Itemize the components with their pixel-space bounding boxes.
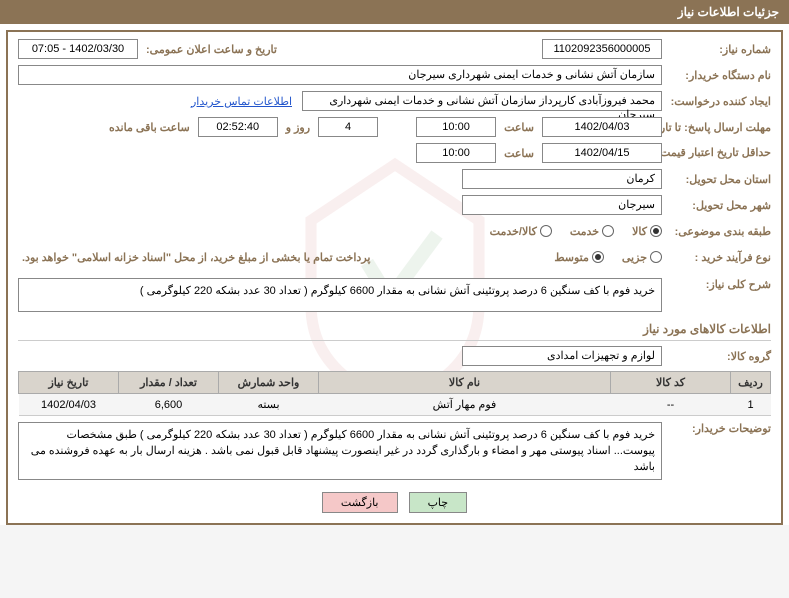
row-price-validity: حداقل تاریخ اعتبار قیمت: تا تاریخ: 1402/… <box>18 142 771 164</box>
td-row-no: 1 <box>731 394 771 416</box>
radio-service[interactable]: خدمت <box>570 225 614 238</box>
label-reply-time: ساعت <box>500 121 538 134</box>
label-goods-group: گروه کالا: <box>666 350 771 363</box>
label-requester: ایجاد کننده درخواست: <box>666 95 771 108</box>
payment-note: پرداخت تمام یا بخشی از مبلغ خرید، از محل… <box>18 251 370 264</box>
radio-goods-service[interactable]: کالا/خدمت <box>490 225 552 238</box>
radio-icon <box>650 225 662 237</box>
section-goods-info: اطلاعات کالاهای مورد نیاز <box>18 318 771 341</box>
label-price-validity: حداقل تاریخ اعتبار قیمت: تا تاریخ: <box>666 147 771 159</box>
th-row-no: ردیف <box>731 372 771 394</box>
label-buyer-org: نام دستگاه خریدار: <box>666 69 771 82</box>
link-buyer-contact[interactable]: اطلاعات تماس خریدار <box>191 95 292 108</box>
field-price-time: 10:00 <box>416 143 496 163</box>
table-row: 1 -- فوم مهار آتش بسته 6,600 1402/04/03 <box>19 394 771 416</box>
table-header-row: ردیف کد کالا نام کالا واحد شمارش تعداد /… <box>19 372 771 394</box>
label-reply-deadline: مهلت ارسال پاسخ: تا تاریخ: <box>666 121 771 134</box>
field-buyer-org: سازمان آتش نشانی و خدمات ایمنی شهرداری س… <box>18 65 662 85</box>
row-need-number: شماره نیاز: 1102092356000005 تاریخ و ساع… <box>18 38 771 60</box>
td-goods-code: -- <box>611 394 731 416</box>
radio-group-category: کالا خدمت کالا/خدمت <box>490 225 662 238</box>
row-need-desc: شرح کلی نیاز: خرید فوم با کف سنگین 6 درص… <box>18 278 771 312</box>
label-need-desc: شرح کلی نیاز: <box>666 278 771 291</box>
label-days-and: روز و <box>282 121 314 134</box>
row-category: طبقه بندی موضوعی: کالا خدمت کالا/خدمت <box>18 220 771 242</box>
label-process-type: نوع فرآیند خرید : <box>666 251 771 264</box>
row-city: شهر محل تحویل: سیرجان <box>18 194 771 216</box>
row-process-type: نوع فرآیند خرید : جزیی متوسط پرداخت تمام… <box>18 246 771 268</box>
radio-goods[interactable]: کالا <box>632 225 662 238</box>
label-province: استان محل تحویل: <box>666 173 771 186</box>
button-bar: چاپ بازگشت <box>18 484 771 517</box>
td-goods-name: فوم مهار آتش <box>319 394 611 416</box>
field-province: کرمان <box>462 169 662 189</box>
row-reply-deadline: مهلت ارسال پاسخ: تا تاریخ: 1402/04/03 سا… <box>18 116 771 138</box>
td-qty: 6,600 <box>119 394 219 416</box>
field-need-desc: خرید فوم با کف سنگین 6 درصد پروتئینی آتش… <box>18 278 662 312</box>
content-area: شماره نیاز: 1102092356000005 تاریخ و ساع… <box>18 38 771 517</box>
label-announce-datetime: تاریخ و ساعت اعلان عمومی: <box>142 43 281 56</box>
field-price-date: 1402/04/15 <box>542 143 662 163</box>
radio-group-process: جزیی متوسط <box>554 251 662 264</box>
field-reply-time: 10:00 <box>416 117 496 137</box>
window-title: جزئیات اطلاعات نیاز <box>678 5 779 19</box>
row-requester: ایجاد کننده درخواست: محمد فیروزآبادی کار… <box>18 90 771 112</box>
th-goods-code: کد کالا <box>611 372 731 394</box>
td-unit: بسته <box>219 394 319 416</box>
label-buyer-notes: توضیحات خریدار: <box>666 422 771 435</box>
radio-icon <box>650 251 662 263</box>
radio-medium[interactable]: متوسط <box>554 251 604 264</box>
goods-table: ردیف کد کالا نام کالا واحد شمارش تعداد /… <box>18 371 771 416</box>
th-need-date: تاریخ نیاز <box>19 372 119 394</box>
print-button[interactable]: چاپ <box>409 492 468 513</box>
label-category: طبقه بندی موضوعی: <box>666 225 771 238</box>
label-need-number: شماره نیاز: <box>666 43 771 56</box>
window-title-bar: جزئیات اطلاعات نیاز <box>0 0 789 24</box>
field-buyer-notes: خرید فوم با کف سنگین 6 درصد پروتئینی آتش… <box>18 422 662 480</box>
row-buyer-notes: توضیحات خریدار: خرید فوم با کف سنگین 6 د… <box>18 422 771 480</box>
field-city: سیرجان <box>462 195 662 215</box>
th-unit: واحد شمارش <box>219 372 319 394</box>
field-goods-group: لوازم و تجهیزات امدادی <box>462 346 662 366</box>
row-goods-group: گروه کالا: لوازم و تجهیزات امدادی <box>18 345 771 367</box>
field-requester: محمد فیروزآبادی کارپرداز سازمان آتش نشان… <box>302 91 662 111</box>
main-panel: شماره نیاز: 1102092356000005 تاریخ و ساع… <box>6 30 783 525</box>
field-reply-date: 1402/04/03 <box>542 117 662 137</box>
th-qty: تعداد / مقدار <box>119 372 219 394</box>
label-time-left: ساعت باقی مانده <box>105 121 194 134</box>
row-province: استان محل تحویل: کرمان <box>18 168 771 190</box>
window: جزئیات اطلاعات نیاز شماره نیاز: 11020923… <box>0 0 789 525</box>
field-need-number: 1102092356000005 <box>542 39 662 59</box>
th-goods-name: نام کالا <box>319 372 611 394</box>
radio-icon <box>602 225 614 237</box>
td-need-date: 1402/04/03 <box>19 394 119 416</box>
back-button[interactable]: بازگشت <box>322 492 398 513</box>
radio-minor[interactable]: جزیی <box>622 251 662 264</box>
label-price-time: ساعت <box>500 147 538 160</box>
row-buyer-org: نام دستگاه خریدار: سازمان آتش نشانی و خد… <box>18 64 771 86</box>
field-announce-datetime: 1402/03/30 - 07:05 <box>18 39 138 59</box>
field-days-left: 4 <box>318 117 378 137</box>
field-hms-left: 02:52:40 <box>198 117 278 137</box>
label-city: شهر محل تحویل: <box>666 199 771 212</box>
radio-icon <box>592 251 604 263</box>
radio-icon <box>540 225 552 237</box>
